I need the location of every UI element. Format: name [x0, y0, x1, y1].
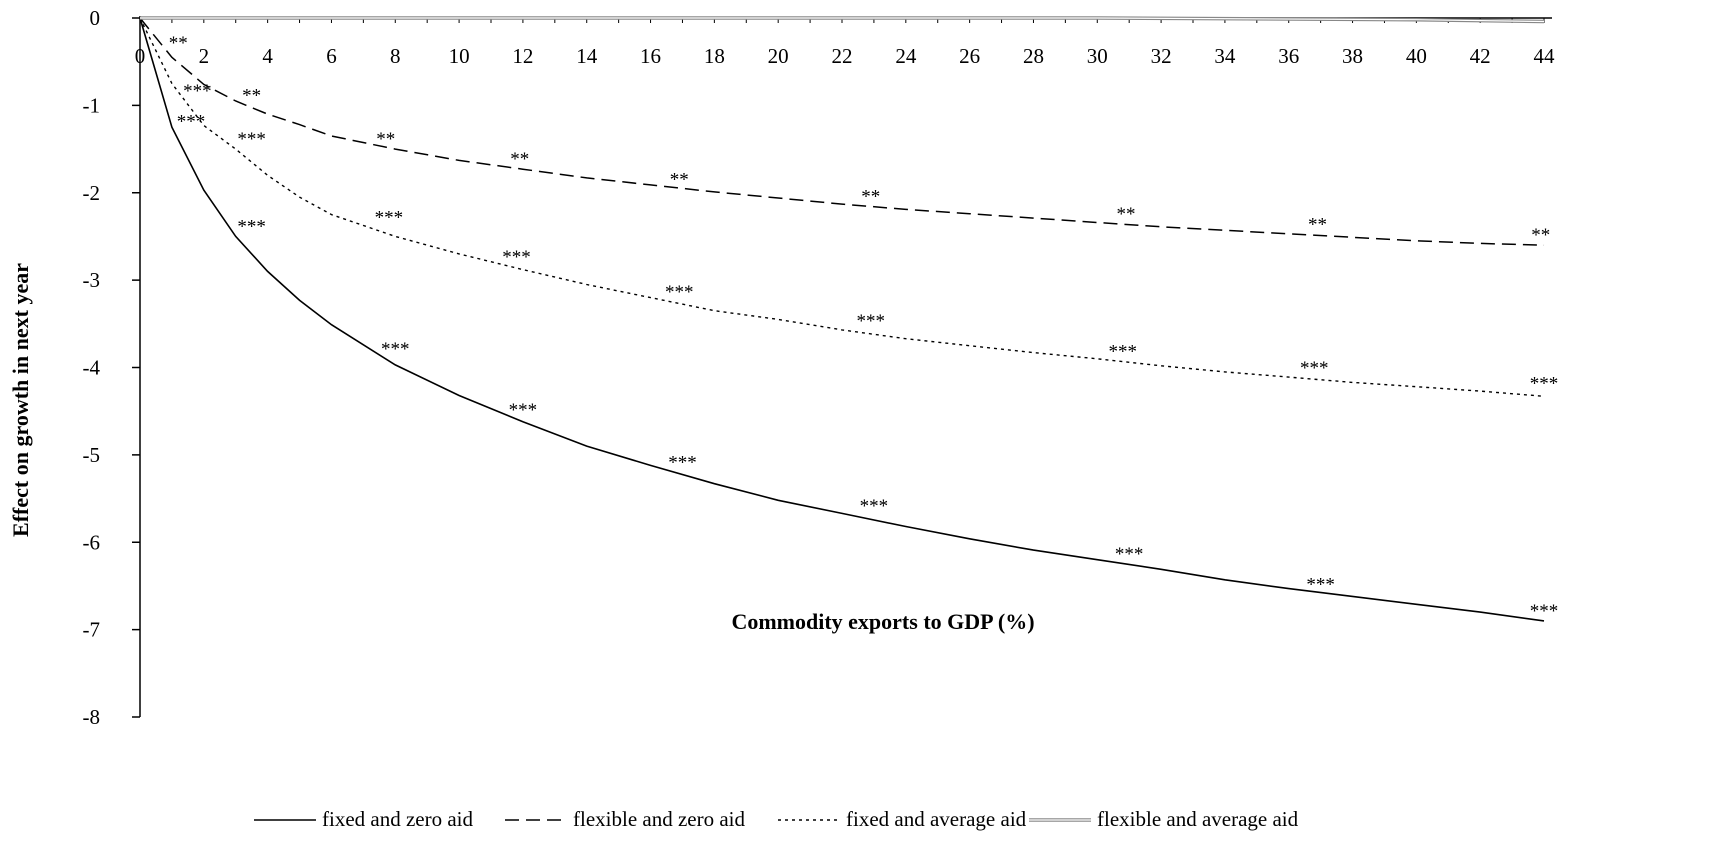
x-tick-label: 0: [135, 44, 146, 68]
y-tick-label: -8: [83, 705, 101, 729]
significance-label: **: [169, 33, 188, 54]
significance-label: ***: [237, 216, 266, 237]
significance-label: **: [861, 187, 880, 208]
significance-label: **: [376, 129, 395, 150]
significance-label: ***: [1115, 544, 1144, 565]
significance-label: ***: [668, 452, 697, 473]
y-axis-title: Effect on growth in next year: [8, 263, 33, 537]
x-tick-label: 18: [704, 44, 725, 68]
x-tick-label: 24: [895, 44, 917, 68]
x-tick-label: 38: [1342, 44, 1363, 68]
x-tick-label: 40: [1406, 44, 1427, 68]
significance-label: ***: [1306, 575, 1335, 596]
y-axis-ticks: 0 -1 -2 -3 -4 -5 -6 -7 -8: [83, 6, 140, 729]
significance-label: **: [510, 149, 529, 170]
significance-label: ***: [237, 129, 266, 150]
significance-label: ***: [856, 311, 885, 332]
x-tick-label: 6: [326, 44, 337, 68]
x-tick-label: 44: [1534, 44, 1556, 68]
series-line-3-inner: [140, 17, 1545, 23]
y-tick-label: -7: [83, 618, 101, 642]
significance-label: **: [242, 85, 261, 106]
y-tick-label: -5: [83, 443, 101, 467]
x-tick-label: 10: [449, 44, 470, 68]
x-tick-label: 34: [1214, 44, 1236, 68]
y-tick-label: -1: [83, 93, 101, 117]
x-tick-label: 22: [832, 44, 853, 68]
legend-label-0: fixed and zero aid: [322, 807, 474, 831]
significance-label: ***: [502, 247, 531, 268]
significance-label: ***: [183, 81, 212, 102]
significance-label: ***: [665, 282, 694, 303]
y-tick-label: -6: [83, 530, 101, 554]
significance-label: ***: [375, 208, 404, 229]
y-tick-label: -3: [83, 268, 101, 292]
significance-label: ***: [1530, 374, 1559, 395]
legend-label-1: flexible and zero aid: [573, 807, 745, 831]
significance-label: ***: [1300, 358, 1329, 379]
y-tick-label: -2: [83, 181, 101, 205]
y-tick-label: 0: [90, 6, 101, 30]
x-tick-label: 28: [1023, 44, 1044, 68]
x-tick-label: 8: [390, 44, 401, 68]
x-tick-label: 26: [959, 44, 980, 68]
significance-label: **: [1116, 204, 1135, 225]
significance-label: ***: [1109, 341, 1138, 362]
significance-label: ***: [381, 339, 410, 360]
significance-label: ***: [1530, 601, 1559, 622]
significance-label: ***: [860, 496, 889, 517]
significance-label: **: [1531, 225, 1550, 246]
x-tick-label: 2: [199, 44, 210, 68]
series-line-1: [139, 17, 1545, 246]
x-tick-label: 14: [576, 44, 598, 68]
significance-labels: ************************************** **…: [169, 33, 1558, 622]
x-tick-label: 42: [1470, 44, 1491, 68]
x-tick-label: 20: [768, 44, 789, 68]
x-tick-label: 36: [1278, 44, 1299, 68]
legend-label-2: fixed and average aid: [846, 807, 1027, 831]
x-axis-title: Commodity exports to GDP (%): [731, 609, 1034, 634]
legend-label-3: flexible and average aid: [1097, 807, 1299, 831]
plot-area: 0-1-2-3-4-5-6-7-8 0 2 4 6 8 10 12 14 16 18 20 22 24 2…: [83, 6, 1559, 729]
x-tick-label: 4: [262, 44, 273, 68]
x-axis-ticks: 0 2 4 6 8 10 12 14 16 18 20 22 24 26 28 30 32 34 36 38 40 42 4…: [135, 18, 1555, 68]
series-line-0: [139, 17, 1545, 622]
significance-label: ***: [177, 112, 206, 133]
significance-label: **: [1308, 215, 1327, 236]
significance-label: ***: [509, 400, 538, 421]
x-tick-label: 16: [640, 44, 661, 68]
x-tick-label: 12: [512, 44, 533, 68]
x-tick-label: 30: [1087, 44, 1108, 68]
series-line-2: [139, 17, 1545, 397]
y-tick-label: -4: [83, 356, 101, 380]
significance-label: **: [670, 169, 689, 190]
legend: fixed and zero aid flexible and zero aid f…: [254, 807, 1299, 831]
series-lines: [139, 16, 1545, 622]
x-tick-label: 32: [1151, 44, 1172, 68]
